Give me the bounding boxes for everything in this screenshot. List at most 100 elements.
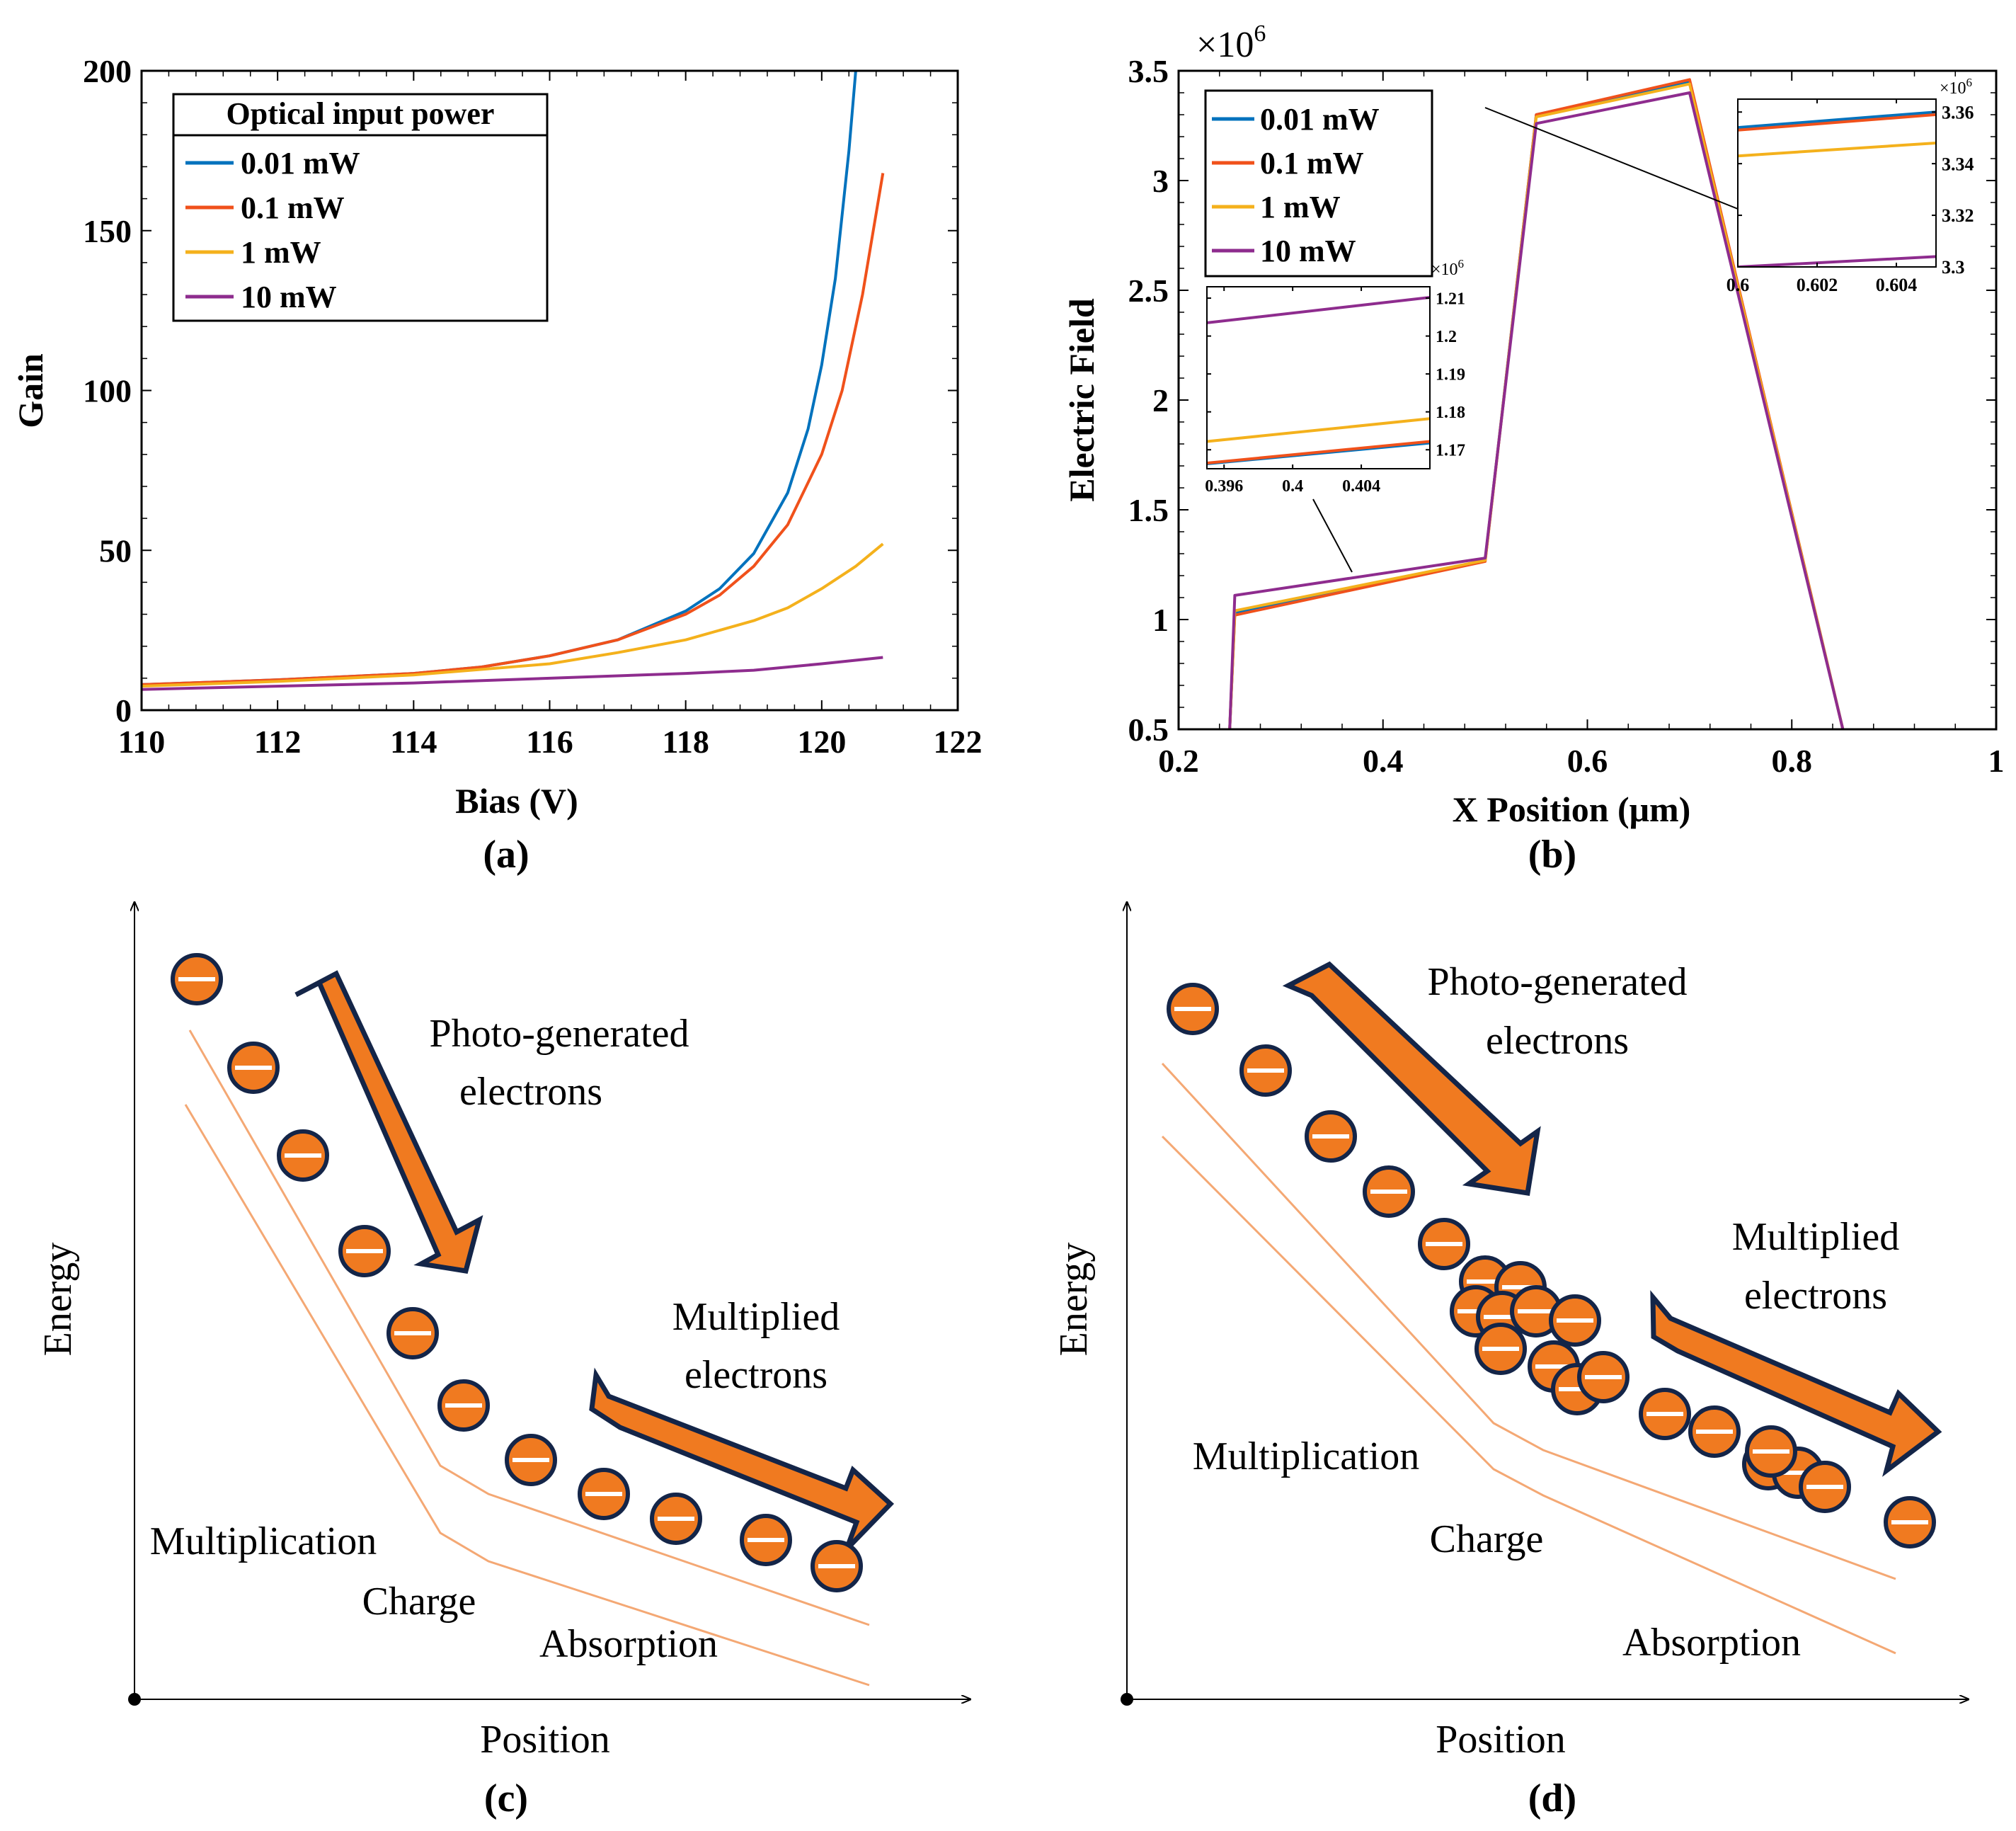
inset-frame <box>1206 286 1431 469</box>
electron <box>1884 1496 1936 1548</box>
panel-b: 0.2 0.4 0.6 0.8 1 0.5 1 1.5 2 2.5 3 3.5 ×106 Electr… <box>1062 21 2005 877</box>
electron <box>811 1540 863 1592</box>
panel-b-series <box>1228 78 1845 729</box>
electron <box>1577 1351 1630 1403</box>
series-line-10-mw <box>1207 296 1430 324</box>
x-tick-label: 0.6 <box>1567 743 1608 779</box>
x-tick-label: 0.8 <box>1772 743 1813 779</box>
x-tick-label: 112 <box>254 724 301 760</box>
panel-b-frame <box>1177 69 1998 731</box>
region-absorption: Absorption <box>539 1622 718 1666</box>
panel-b-ylabel: Electric Field <box>1062 298 1101 502</box>
panel-d-xlabel: Position <box>1436 1718 1566 1762</box>
panel-c-origin <box>128 1693 141 1706</box>
panel-b-inset-left: 0.396 0.4 0.404 1.17 1.18 1.19 1.2 1.21 ×106 <box>1205 257 1465 573</box>
series-line-1-mw <box>1738 142 1936 158</box>
electrons <box>1167 983 1936 1548</box>
y-tick-label: 50 <box>99 532 132 569</box>
panel-c-ylabel: Energy <box>36 1243 80 1357</box>
panel-b-legend: 0.01 mW 0.1 mW 1 mW 10 mW <box>1204 89 1433 278</box>
x-tick-label: 0.2 <box>1158 743 1199 779</box>
series-line-1-mw <box>1207 417 1430 443</box>
panel-a-tick-labels: 110 112 114 116 118 120 122 0 50 100 150 200 <box>83 53 983 760</box>
legend-box <box>1204 89 1433 278</box>
panel-b-label: (b) <box>1528 833 1576 877</box>
y-tick-label: 3.5 <box>1128 53 1169 89</box>
x-tick-label: 0.4 <box>1282 477 1303 496</box>
inset-left-pointer <box>1312 498 1353 573</box>
panel-c-xlabel: Position <box>480 1718 610 1762</box>
panel-d-origin <box>1121 1693 1133 1706</box>
inset-right-ticks: 0.6 0.602 0.604 3.3 3.32 3.34 3.36 <box>1726 99 1974 295</box>
panel-b-xlabel: X Position (μm) <box>1453 789 1691 829</box>
panel-d: Photo-generated electrons Multiplied ele… <box>1052 903 1968 1820</box>
electron <box>1418 1218 1470 1270</box>
band-edge-upper <box>1161 1062 1896 1580</box>
inset-right-series <box>1738 110 1936 267</box>
legend-label: 0.01 mW <box>1260 102 1380 137</box>
x-tick-label: 0.404 <box>1342 477 1380 496</box>
legend-label: 1 mW <box>241 235 321 270</box>
electron <box>740 1514 792 1566</box>
y-tick-label: 3.3 <box>1942 257 1965 278</box>
x-tick-label: 0.602 <box>1797 275 1838 295</box>
electron <box>650 1493 702 1545</box>
band-edge-upper <box>188 1029 870 1626</box>
legend-label: 0.1 mW <box>241 190 345 225</box>
x-tick-label: 116 <box>526 724 573 760</box>
y-tick-label: 200 <box>83 53 132 89</box>
region-multiplication: Multiplication <box>1193 1434 1419 1478</box>
series-line-10-mw <box>1228 91 1845 729</box>
inset-left-exponent: ×106 <box>1431 257 1464 279</box>
y-tick-label: 3.32 <box>1942 205 1974 226</box>
panel-a-ylabel: Gain <box>11 353 50 428</box>
y-tick-label: 1.18 <box>1436 404 1465 422</box>
x-tick-label: 114 <box>390 724 437 760</box>
y-tick-label: 1 <box>1152 602 1169 638</box>
panel-a-legend: Optical input power 0.01 mW 0.1 mW 1 mW 10 … <box>172 93 549 322</box>
x-tick-label: 1 <box>1988 743 2005 779</box>
x-tick-label: 122 <box>934 724 983 760</box>
panel-c-label: (c) <box>484 1776 528 1820</box>
y-tick-label: 0 <box>115 692 132 729</box>
y-tick-label: 3.34 <box>1942 154 1974 174</box>
panel-a-xlabel: Bias (V) <box>455 781 578 821</box>
arrow1-text-line1: Photo-generated <box>430 1012 689 1056</box>
photo-generated-arrow <box>294 970 483 1274</box>
electron <box>437 1379 490 1432</box>
series-line-10-mw <box>1738 255 1936 267</box>
electron <box>338 1225 391 1277</box>
electron <box>1239 1044 1292 1097</box>
panel-a-label: (a) <box>483 833 529 877</box>
arrow2-text-line1: Multiplied <box>1732 1215 1899 1259</box>
electron <box>505 1434 557 1486</box>
electrons <box>171 953 863 1592</box>
inset-right-pointer <box>1484 107 1739 210</box>
electron <box>1510 1285 1562 1337</box>
region-charge: Charge <box>1430 1517 1544 1561</box>
panel-a-series <box>142 71 885 691</box>
electron <box>277 1129 329 1182</box>
legend-label: 0.01 mW <box>241 146 360 181</box>
x-tick-label: 120 <box>797 724 846 760</box>
electron <box>1305 1110 1357 1163</box>
legend-label: 10 mW <box>241 280 337 314</box>
region-absorption: Absorption <box>1622 1621 1801 1665</box>
region-charge: Charge <box>362 1580 476 1624</box>
electron <box>1745 1425 1797 1478</box>
y-tick-label: 3.36 <box>1942 102 1974 122</box>
arrow2-text-line2: electrons <box>685 1353 827 1397</box>
y-tick-label: 1.19 <box>1436 366 1465 384</box>
panel-b-exponent: ×106 <box>1196 21 1266 65</box>
y-tick-label: 100 <box>83 373 132 409</box>
arrow2-text-line1: Multiplied <box>672 1295 840 1339</box>
panel-d-ylabel: Energy <box>1052 1243 1096 1357</box>
y-tick-label: 1.2 <box>1436 328 1457 346</box>
electron <box>227 1042 280 1094</box>
electron <box>1167 983 1219 1035</box>
electron <box>1549 1294 1601 1347</box>
multiplied-arrow <box>589 1367 895 1551</box>
electron <box>1474 1323 1527 1375</box>
x-tick-label: 118 <box>662 724 709 760</box>
